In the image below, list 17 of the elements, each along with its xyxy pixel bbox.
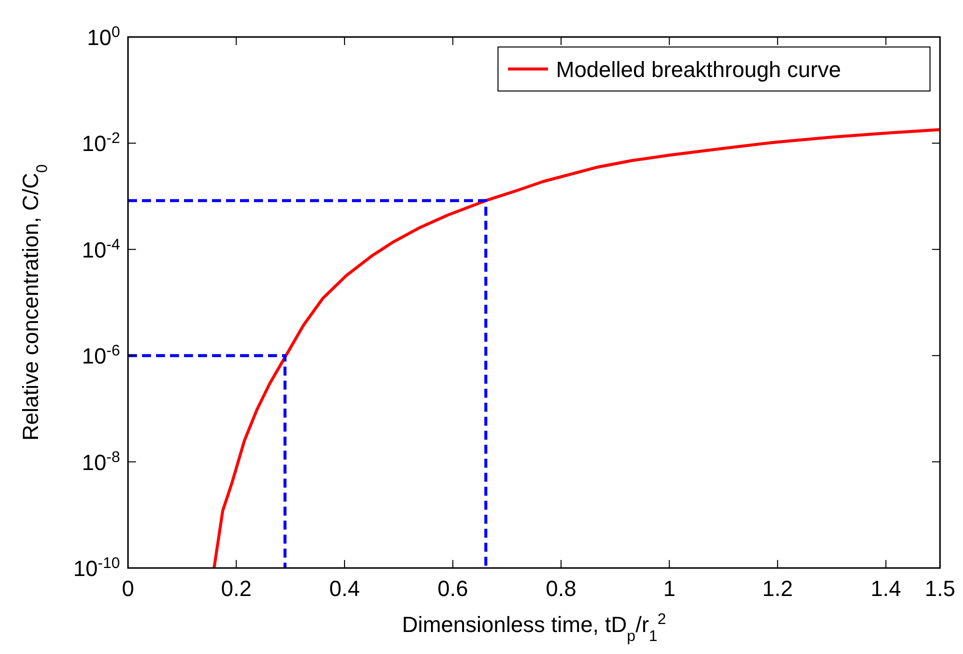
x-tick-label: 0.4 xyxy=(329,576,360,601)
x-tick-label: 1.4 xyxy=(870,576,902,601)
x-tick-label: 1.5 xyxy=(924,576,956,601)
y-tick-label: 10$^{-10}$ xyxy=(73,554,120,581)
x-tick-label: 0 xyxy=(122,576,134,601)
y-tick-label: 10$^{-4}$ xyxy=(82,236,120,262)
line-series xyxy=(212,128,940,568)
y-tick-label: 10$^{-6}$ xyxy=(82,342,120,369)
x-tick-label: 0.2 xyxy=(220,576,252,601)
x-tick-label: 1 xyxy=(663,576,676,601)
x-tick-label: 0.6 xyxy=(438,576,468,601)
x-tick-label: 1.2 xyxy=(762,576,793,601)
x-tick-label: 0.8 xyxy=(546,576,576,601)
y-tick-label: 10$^{-8}$ xyxy=(82,448,120,475)
legend-label: Modelled breakthrough curve xyxy=(556,57,841,82)
y-tick-label: 10$^{-2}$ xyxy=(82,130,120,156)
y-tick-label: 10$^{0}$ xyxy=(86,24,120,50)
